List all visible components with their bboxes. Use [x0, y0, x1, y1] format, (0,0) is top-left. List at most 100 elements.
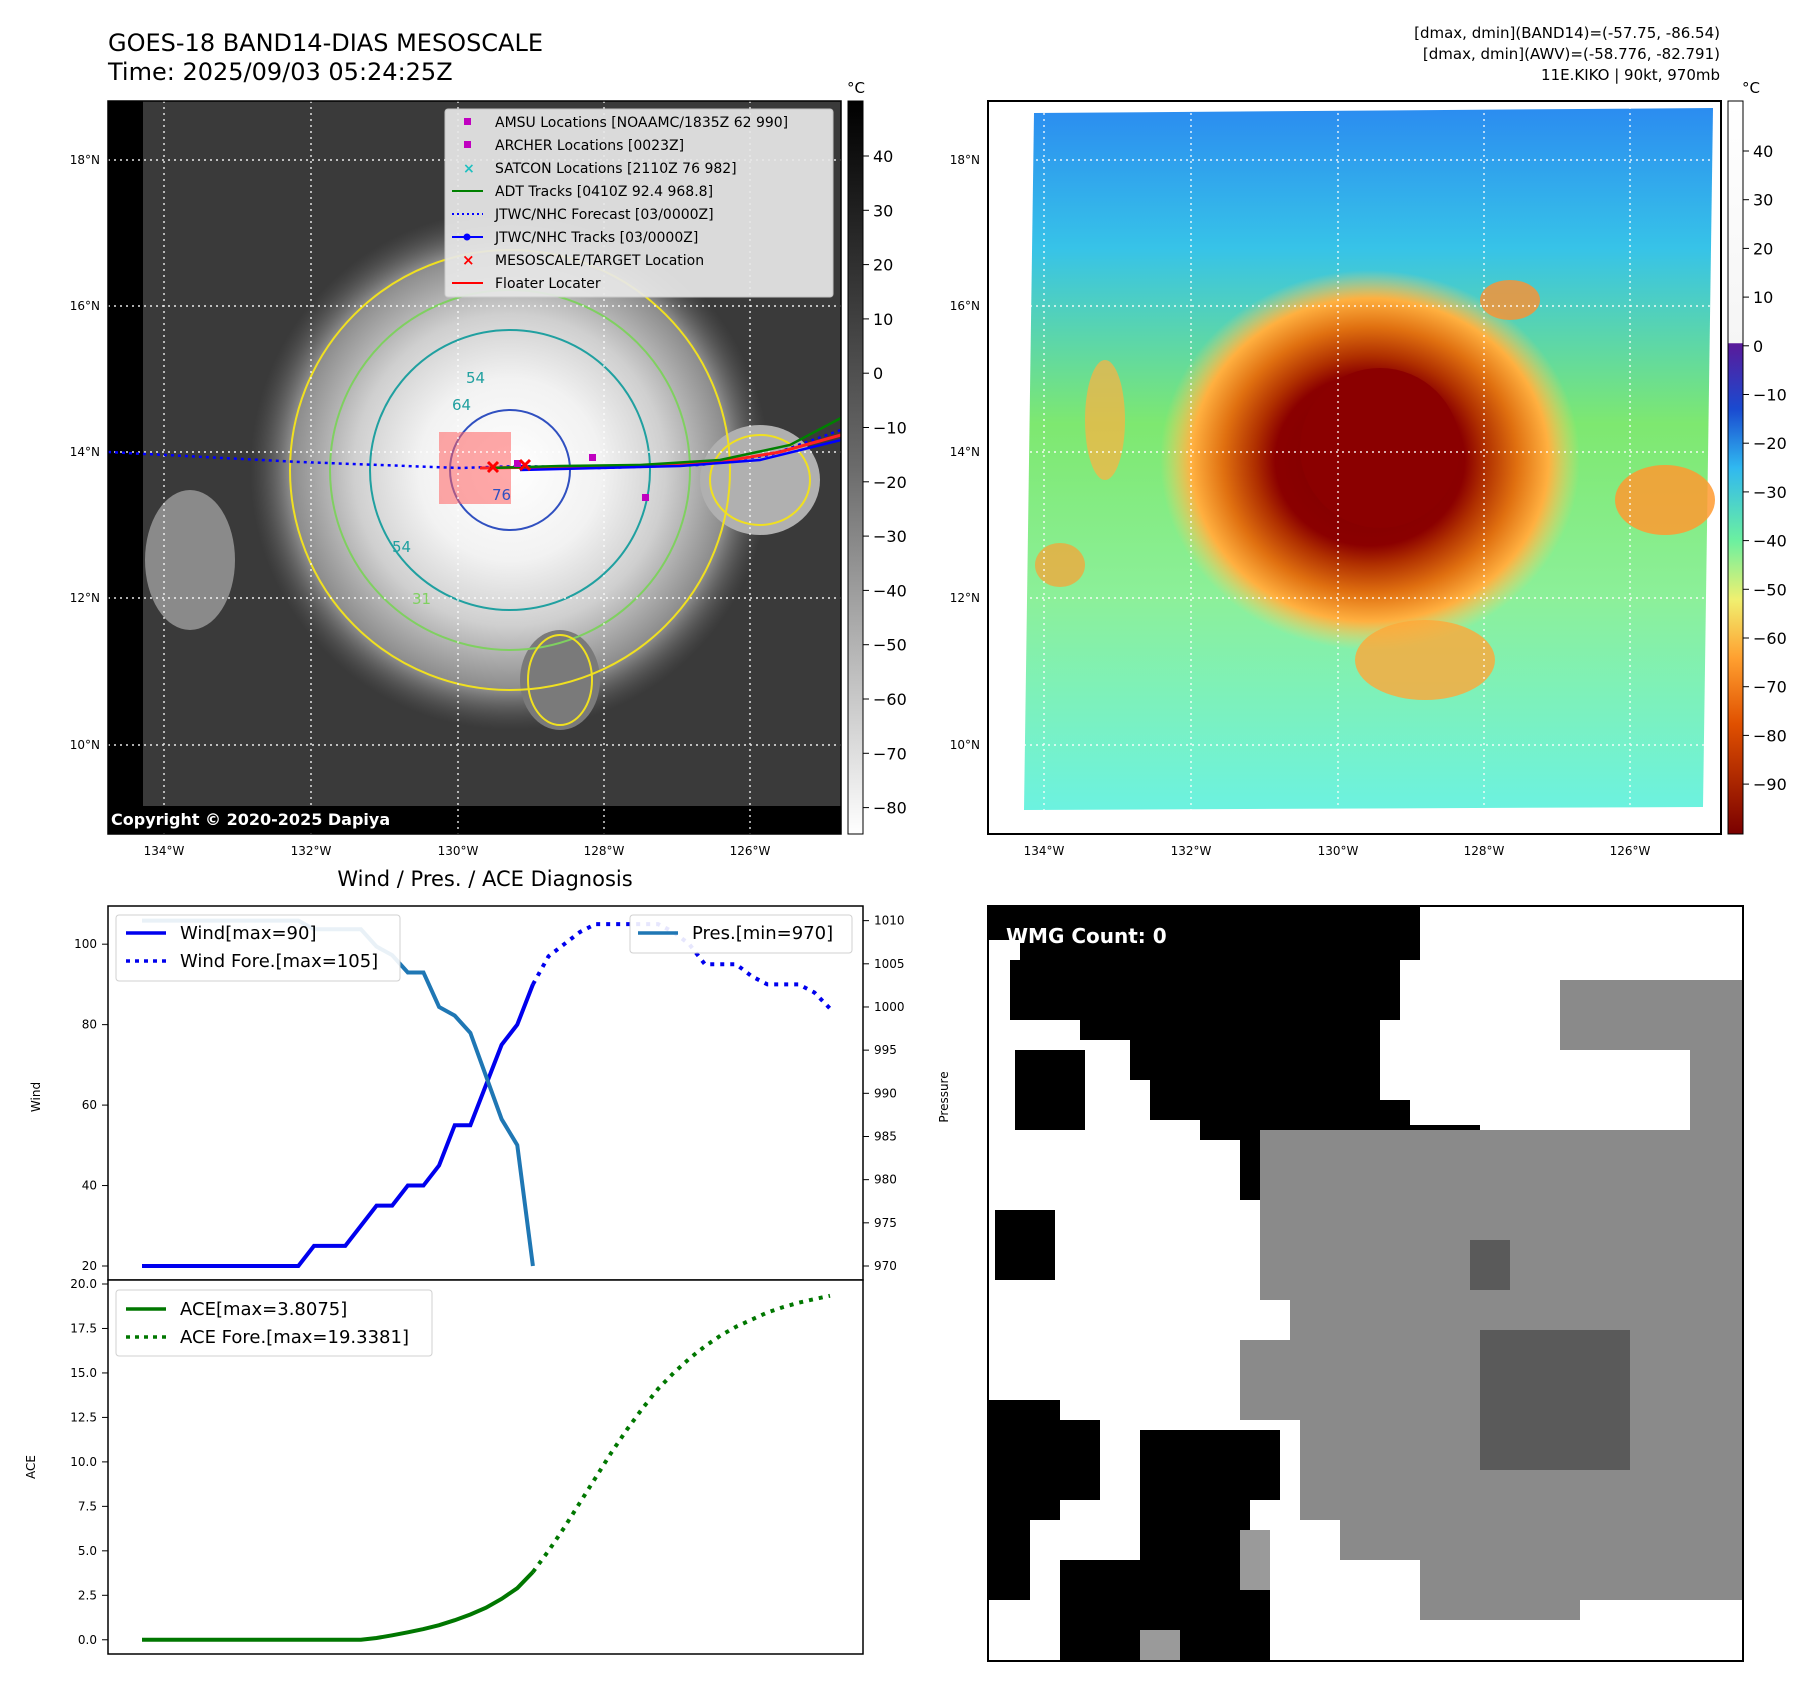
lon-label: 132°W	[291, 844, 332, 858]
lon-label: 130°W	[1318, 844, 1359, 858]
y2-tick-label: 995	[874, 1043, 897, 1057]
colorbar-tick-label: −20	[873, 473, 907, 492]
legend-item: ARCHER Locations [0023Z]	[495, 138, 684, 154]
lat-label: 18°N	[950, 153, 980, 167]
colorbar-tick-label: −50	[873, 636, 907, 655]
y-tick-label: 15.0	[70, 1366, 97, 1380]
colorbar-tick-label: 20	[873, 256, 893, 275]
y2-tick-label: 985	[874, 1129, 897, 1143]
stat-band14: [dmax, dmin](BAND14)=(-57.75, -86.54)	[1414, 24, 1720, 42]
legend-item: JTWC/NHC Forecast [03/0000Z]	[494, 207, 714, 223]
legend-item: Floater Locater	[495, 276, 601, 292]
legend-item: SATCON Locations [2110Z 76 982]	[495, 161, 737, 177]
copyright-bg	[108, 806, 418, 830]
copyright: Copyright © 2020-2025 Dapiya	[111, 810, 390, 829]
ace-chart: ACE 0.0 2.5 5.0 7.5 10.0 12.5 15.0 17.5 20.0 ACE…	[24, 1277, 864, 1655]
pressure-legend: Pres.[min=970]	[629, 914, 853, 954]
colorbar-tick-label: 10	[1753, 288, 1773, 307]
y-tick-label: 100	[74, 937, 97, 951]
legend-item: Wind[max=90]	[180, 923, 317, 944]
legend-item: Wind Fore.[max=105]	[180, 951, 378, 972]
colorbar-tick-label: −40	[1753, 532, 1787, 551]
y-tick-label: 10.0	[70, 1455, 97, 1469]
colorbar-tick-label: −70	[873, 744, 907, 763]
ir-unit-label: °C	[847, 79, 865, 97]
amsu-markers	[514, 454, 649, 501]
awv-panel	[987, 100, 1722, 835]
ace-series-line	[142, 1570, 535, 1642]
ir-legend: AMSU Locations [NOAAMC/1835Z 62 990] ARC…	[444, 108, 834, 298]
y-tick-label: 7.5	[78, 1499, 97, 1513]
colorbar-tick-label: 40	[873, 147, 893, 166]
legend-item: AMSU Locations [NOAAMC/1835Z 62 990]	[495, 115, 788, 131]
lat-label: 12°N	[950, 591, 980, 605]
target-markers	[486, 458, 532, 474]
y2-tick-label: 975	[874, 1216, 897, 1230]
colorbar-tick-label: −80	[1753, 726, 1787, 745]
pressure-axis-label: Pressure	[937, 1071, 951, 1122]
y-tick-label: 20.0	[70, 1277, 97, 1291]
stat-awv: [dmax, dmin](AWV)=(-58.776, -82.791)	[1423, 45, 1720, 63]
legend-item: ADT Tracks [0410Z 92.4 968.8]	[495, 184, 713, 200]
legend-item: ACE[max=3.8075]	[180, 1299, 347, 1320]
diag-title: Wind / Pres. / ACE Diagnosis	[337, 867, 632, 891]
y2-tick-label: 970	[874, 1259, 897, 1273]
contour-label: 54	[392, 538, 411, 556]
wind-axis-label: Wind	[29, 1082, 43, 1112]
y2-tick-label: 990	[874, 1086, 897, 1100]
awv-colorbar: °C 40 30 20 10 0 −10 −20 −30 −40 −50 −60 −70 −80 −90	[1727, 79, 1787, 835]
colorbar-tick-label: −30	[1753, 483, 1787, 502]
ir-lat-labels: 18°N 16°N 14°N 12°N 10°N	[70, 153, 100, 752]
lon-label: 132°W	[1171, 844, 1212, 858]
colorbar-tick-label: 30	[1753, 191, 1773, 210]
wind-series-line	[142, 983, 535, 1268]
lon-label: 126°W	[1610, 844, 1651, 858]
colorbar-tick-label: 0	[1753, 337, 1763, 356]
y-tick-label: 60	[82, 1098, 97, 1112]
y-tick-label: 20	[82, 1259, 97, 1273]
lon-label: 128°W	[1464, 844, 1505, 858]
lon-label: 130°W	[438, 844, 479, 858]
colorbar-tick-label: −70	[1753, 678, 1787, 697]
lon-label: 134°W	[144, 844, 185, 858]
colorbar-tick-label: −90	[1753, 775, 1787, 794]
colorbar-tick-label: −20	[1753, 434, 1787, 453]
colorbar-tick-label: −10	[873, 419, 907, 438]
ir-panel: 54 64 76 54 31 AMSU Locations [NOAAMC/18…	[107, 100, 842, 835]
lat-label: 10°N	[950, 738, 980, 752]
ir-lon-labels: 134°W 132°W 130°W 128°W 126°W	[144, 844, 771, 858]
contour-label: 76	[492, 486, 511, 504]
legend-item: JTWC/NHC Tracks [03/0000Z]	[494, 230, 698, 246]
lat-label: 14°N	[950, 445, 980, 459]
jtwc-track	[519, 438, 842, 472]
y-tick-label: 0.0	[78, 1633, 97, 1647]
awv-lat-labels: 18°N 16°N 14°N 12°N 10°N	[950, 153, 980, 752]
colorbar-tick-label: −60	[873, 690, 907, 709]
lon-label: 126°W	[730, 844, 771, 858]
y-tick-label: 12.5	[70, 1410, 97, 1424]
figure-time: Time: 2025/09/03 05:24:25Z	[107, 58, 453, 86]
colorbar-tick-label: 0	[873, 364, 883, 383]
wmg-panel: WMG Count: 0	[987, 905, 1744, 1662]
colorbar-tick-label: 10	[873, 310, 893, 329]
y-tick-label: 40	[82, 1179, 97, 1193]
y-tick-label: 2.5	[78, 1588, 97, 1602]
lat-label: 12°N	[70, 591, 100, 605]
archer-marker-icon	[464, 141, 471, 148]
lon-label: 134°W	[1024, 844, 1065, 858]
y-tick-label: 5.0	[78, 1544, 97, 1558]
wmg-count-label: WMG Count: 0	[1006, 924, 1167, 948]
colorbar-tick-label: −50	[1753, 580, 1787, 599]
satcon-marker-icon: ×	[463, 161, 475, 177]
ace-forecast-series-line	[531, 1293, 831, 1574]
colorbar-tick-label: 40	[1753, 142, 1773, 161]
wind-pressure-chart: Wind Pressure 20 40 60 80 100 970 975 980 985 99…	[29, 905, 951, 1281]
colorbar-tick-label: −60	[1753, 629, 1787, 648]
awv-lon-labels: 134°W 132°W 130°W 128°W 126°W	[1024, 844, 1651, 858]
y2-tick-label: 1010	[874, 914, 905, 928]
lon-label: 128°W	[584, 844, 625, 858]
lat-label: 10°N	[70, 738, 100, 752]
y2-tick-label: 1005	[874, 957, 905, 971]
ace-axis-label: ACE	[24, 1455, 38, 1479]
